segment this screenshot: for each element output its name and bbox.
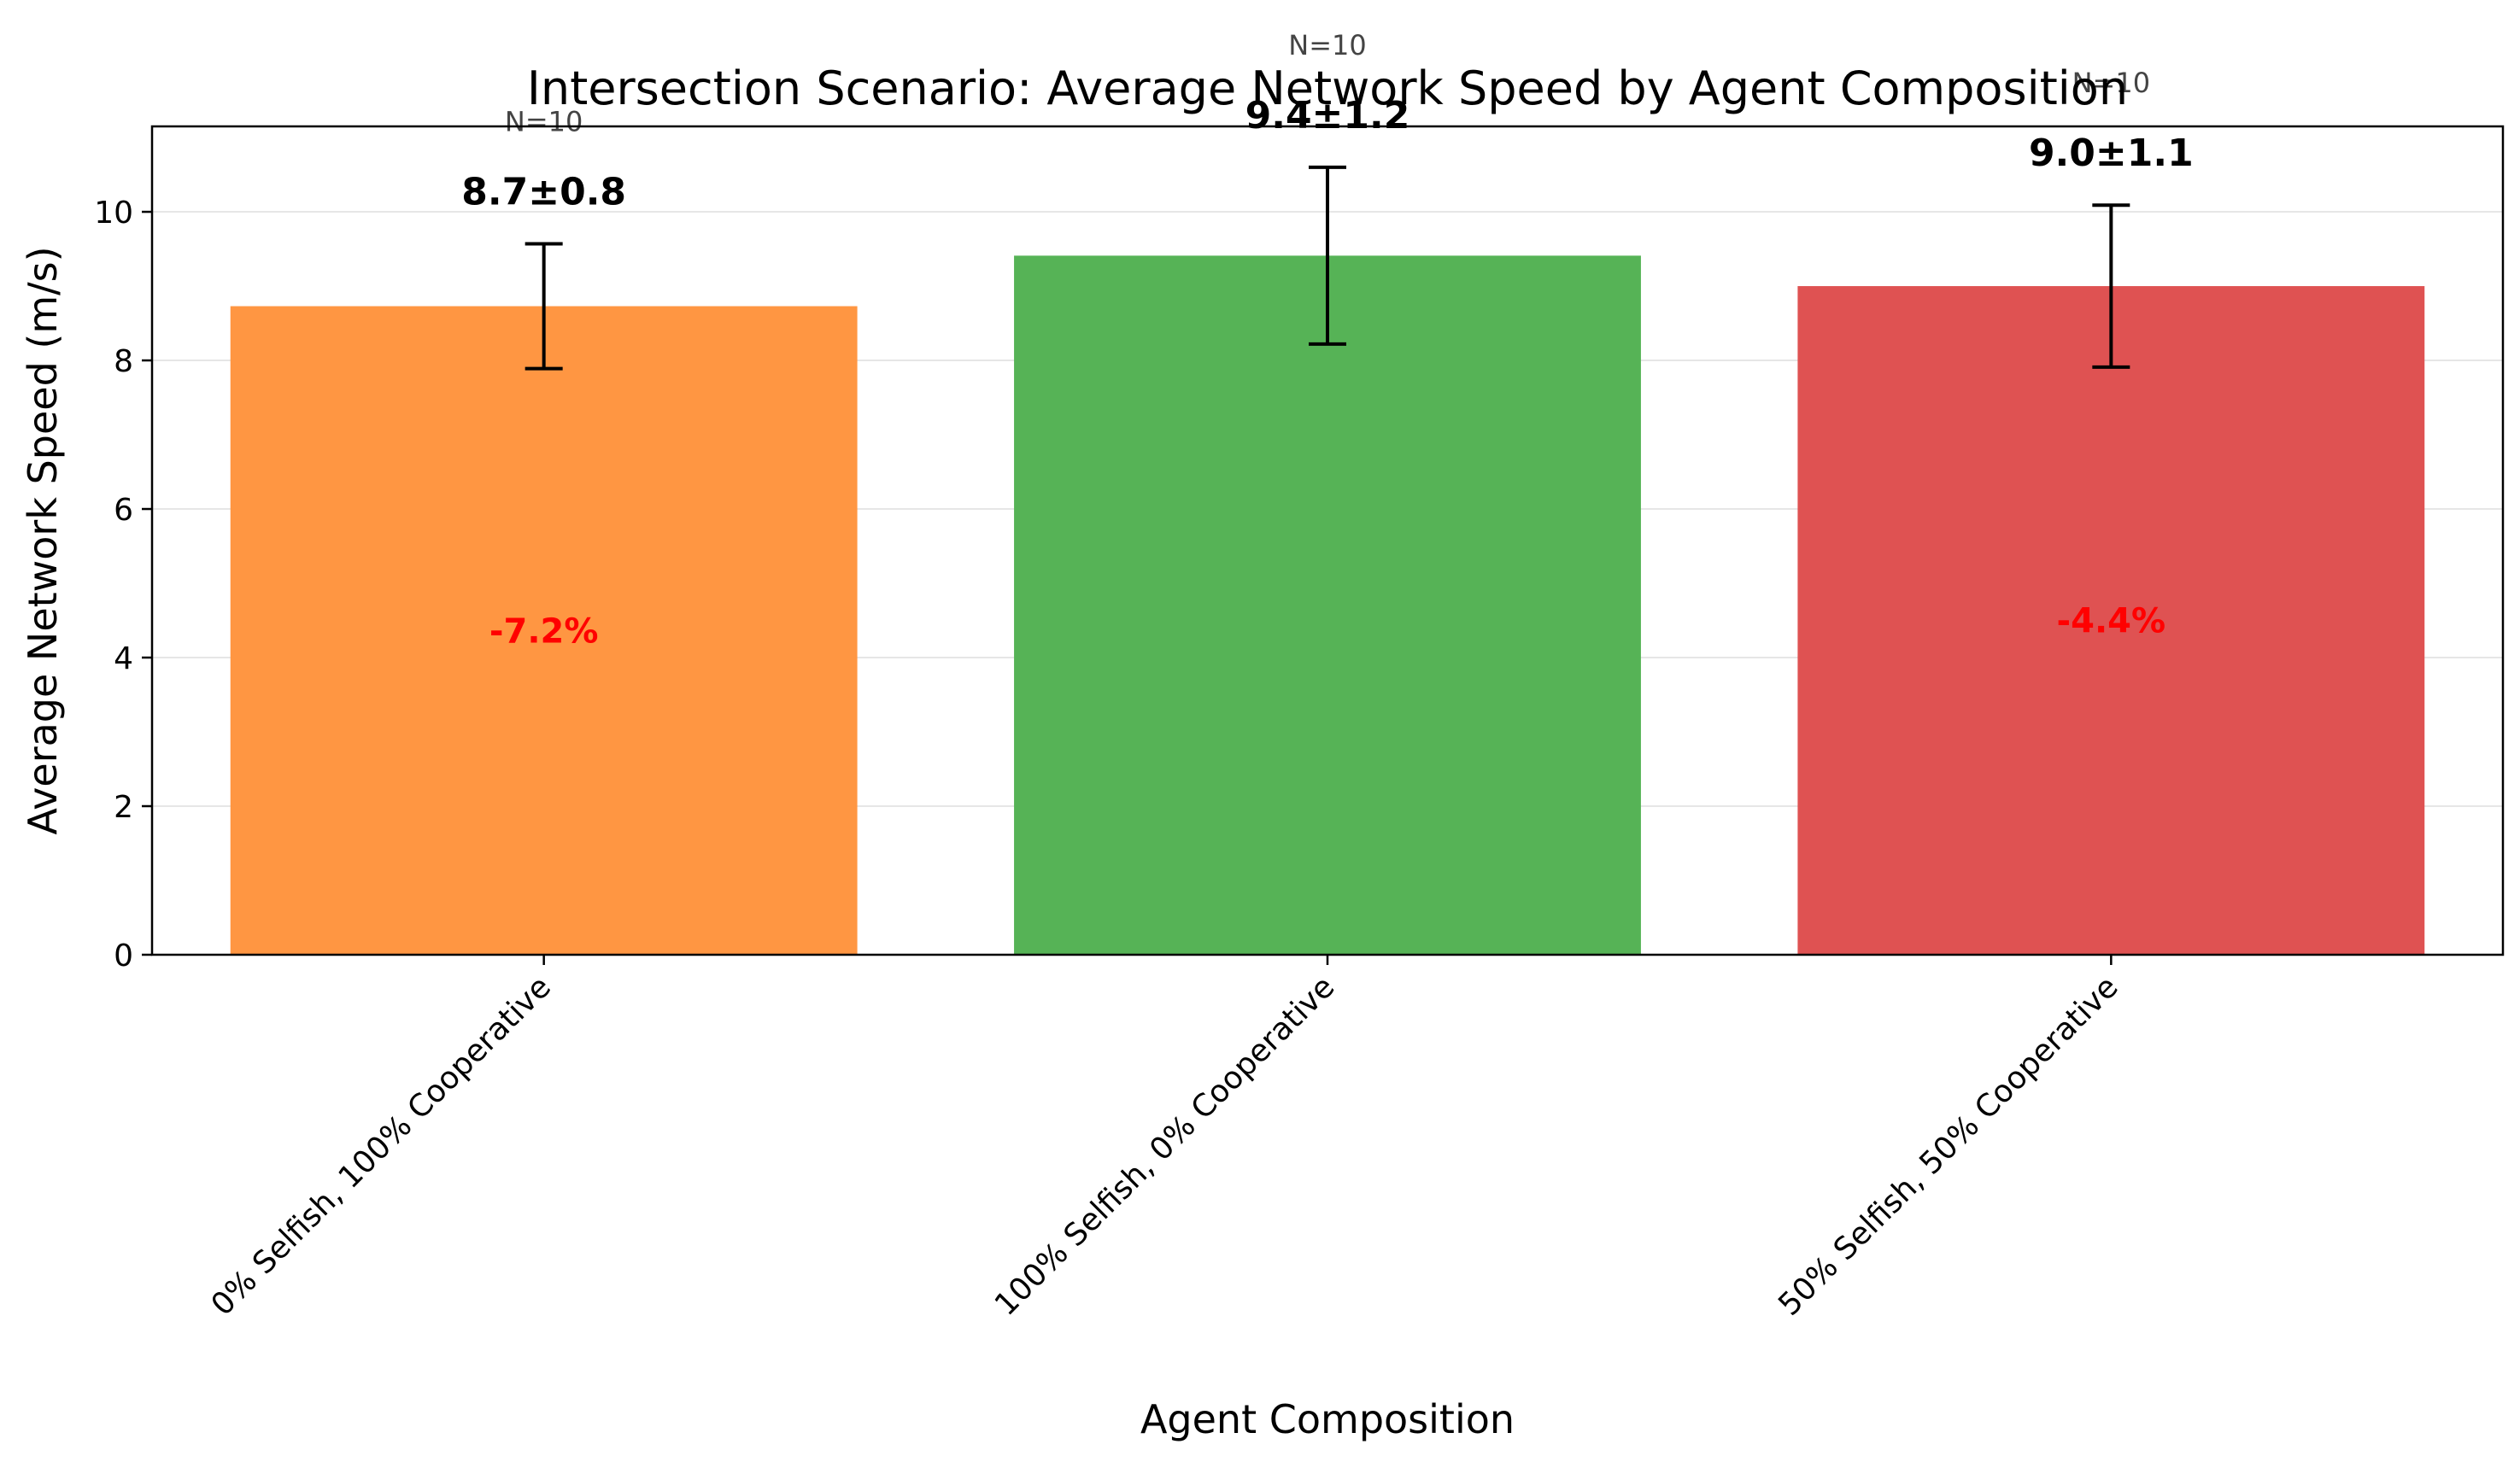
percent-change-label: -7.2% (489, 611, 599, 651)
data-label: 9.0±1.1 (2029, 132, 2194, 175)
y-tick-label: 4 (114, 641, 133, 676)
x-tick-label: 50% Selfish, 50% Cooperative (1772, 969, 2124, 1322)
bar-annotations: 8.7±0.8 N=10 -7.2% 9.4±1.2 N=10 9.0±1.1 N=10 -4… (461, 29, 2193, 651)
bar (230, 306, 858, 955)
chart-title: Intersection Scenario: Average Network S… (527, 61, 2128, 115)
x-axis: 0% Selfish, 100% Cooperative 100% Selfish… (205, 955, 2125, 1323)
sample-size-label: N=10 (505, 105, 583, 137)
sample-size-label: N=10 (2072, 67, 2150, 99)
y-axis-label: Average Network Speed (m/s) (20, 246, 66, 834)
data-label: 8.7±0.8 (461, 170, 626, 213)
x-tick-label: 0% Selfish, 100% Cooperative (205, 969, 558, 1322)
bar (1797, 286, 2425, 955)
y-tick-label: 0 (114, 939, 133, 974)
y-axis: 0 2 4 6 8 10 (94, 196, 152, 974)
bar (1014, 255, 1641, 955)
bars (230, 255, 2425, 955)
data-label: 9.4±1.2 (1245, 94, 1410, 137)
y-tick-label: 6 (114, 493, 133, 528)
y-tick-label: 2 (114, 790, 133, 825)
error-bars (525, 165, 2130, 371)
x-axis-label: Agent Composition (1140, 1396, 1515, 1442)
sample-size-label: N=10 (1288, 29, 1366, 61)
y-tick-label: 8 (114, 344, 133, 379)
percent-change-label: -4.4% (2057, 602, 2166, 641)
y-tick-label: 10 (94, 196, 133, 231)
x-tick-label: 100% Selfish, 0% Cooperative (988, 969, 1341, 1322)
